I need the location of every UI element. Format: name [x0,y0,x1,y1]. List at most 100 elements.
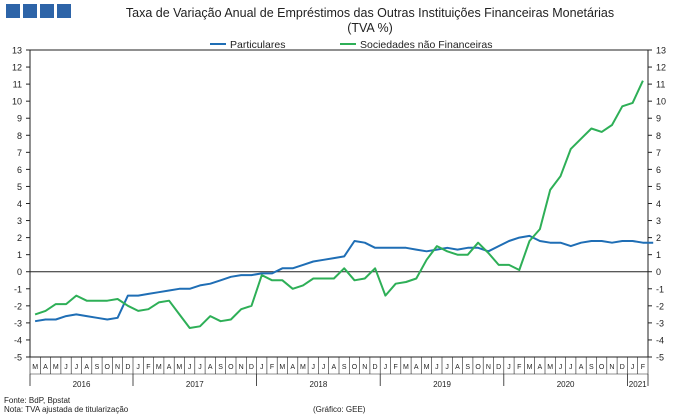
x-month-label: N [115,364,120,371]
x-month-label: N [609,364,614,371]
x-month-label: N [486,364,491,371]
y-tick-label-left: 1 [17,250,22,260]
y-tick-label-left: 12 [12,63,22,73]
x-month-label: O [352,364,358,371]
x-month-label: A [414,364,419,371]
y-tick-label-right: 12 [656,63,666,73]
x-month-label: J [507,364,511,371]
x-month-label: A [43,364,48,371]
chart-title: Taxa de Variação Anual de Empréstimos da… [60,6,680,36]
y-tick-label-left: 2 [17,233,22,243]
y-tick-label-right: 6 [656,165,661,175]
y-tick-label-left: 0 [17,267,22,277]
bdp-logo [6,4,71,18]
x-month-label: J [559,364,563,371]
x-year-label: 2017 [186,380,204,389]
x-month-label: J [435,364,439,371]
x-month-label: M [424,364,430,371]
x-month-label: A [208,364,213,371]
y-tick-label-right: 5 [656,182,661,192]
y-tick-label-left: 6 [17,165,22,175]
x-month-label: M [32,364,38,371]
y-tick-label-right: 9 [656,114,661,124]
plot-frame [29,49,649,358]
footnote: Nota: TVA ajustada de titularização [4,405,129,414]
x-month-label: S [465,364,470,371]
x-year-label: 2016 [73,380,91,389]
x-month-label: J [631,364,635,371]
x-month-label: A [579,364,584,371]
x-month-label: O [105,364,111,371]
x-month-label: M [53,364,59,371]
legend-particulares-label: Particulares [230,39,285,51]
x-month-label: F [270,364,274,371]
y-tick-label-right: 7 [656,148,661,158]
y-tick-label-right: 13 [656,46,666,56]
x-month-label: J [198,364,202,371]
x-month-label: A [455,364,460,371]
y-tick-label-left: -1 [14,284,22,294]
x-month-label: S [218,364,223,371]
y-tick-label-right: -4 [656,335,664,345]
series-line-sociedades [34,80,644,329]
y-tick-label-right: 2 [656,233,661,243]
x-month-label: A [167,364,172,371]
x-month-label: J [136,364,140,371]
y-tick-label-right: -5 [656,353,664,363]
y-tick-label-left: 11 [13,80,22,90]
y-tick-label-right: 10 [656,97,666,107]
y-tick-label-right: -3 [656,318,664,328]
x-year-label: 2021 [629,380,647,389]
x-month-label: M [403,364,409,371]
x-month-label: O [599,364,605,371]
x-month-label: F [394,364,398,371]
y-tick-label-left: 3 [17,216,22,226]
x-month-label: J [384,364,388,371]
y-tick-label-left: -5 [14,353,22,363]
y-tick-label-right: -2 [656,301,664,311]
x-month-label: D [249,364,254,371]
x-month-label: A [290,364,295,371]
x-month-label: S [95,364,100,371]
x-month-label: N [362,364,367,371]
y-tick-label-left: 9 [17,114,22,124]
chart-credit: (Gráfico: GEE) [313,405,366,414]
y-tick-label-right: 3 [656,216,661,226]
y-tick-label-left: 13 [12,46,22,56]
x-month-label: D [496,364,501,371]
x-month-label: M [279,364,285,371]
chart-title-line2: (TVA %) [347,21,393,35]
legend-sociedades-label: Sociedades não Financeiras [360,39,493,51]
x-month-label: D [125,364,130,371]
x-month-label: S [589,364,594,371]
x-month-label: D [373,364,378,371]
y-tick-label-right: 11 [656,80,665,90]
x-month-label: O [228,364,234,371]
x-year-label: 2020 [557,380,575,389]
y-tick-label-left: 4 [17,199,22,209]
x-month-label: J [569,364,573,371]
x-month-label: J [445,364,449,371]
y-tick-label-left: 10 [12,97,22,107]
x-month-label: J [312,364,316,371]
chart-title-line1: Taxa de Variação Anual de Empréstimos da… [125,6,615,20]
y-tick-label-left: 8 [17,131,22,141]
y-tick-label-right: 8 [656,131,661,141]
y-tick-label-right: 0 [656,267,661,277]
x-month-label: J [75,364,79,371]
y-tick-label-left: -2 [14,301,22,311]
x-month-label: A [84,364,89,371]
x-month-label: M [176,364,182,371]
x-month-label: O [475,364,481,371]
x-month-label: F [641,364,645,371]
x-month-label: M [156,364,162,371]
x-month-label: N [239,364,244,371]
source-note: Fonte: BdP, Bpstat [4,396,71,405]
y-tick-label-left: -4 [14,335,22,345]
y-tick-label-right: 1 [656,250,661,260]
x-month-label: M [547,364,553,371]
x-month-label: A [538,364,543,371]
x-month-label: M [300,364,306,371]
x-month-label: J [64,364,68,371]
